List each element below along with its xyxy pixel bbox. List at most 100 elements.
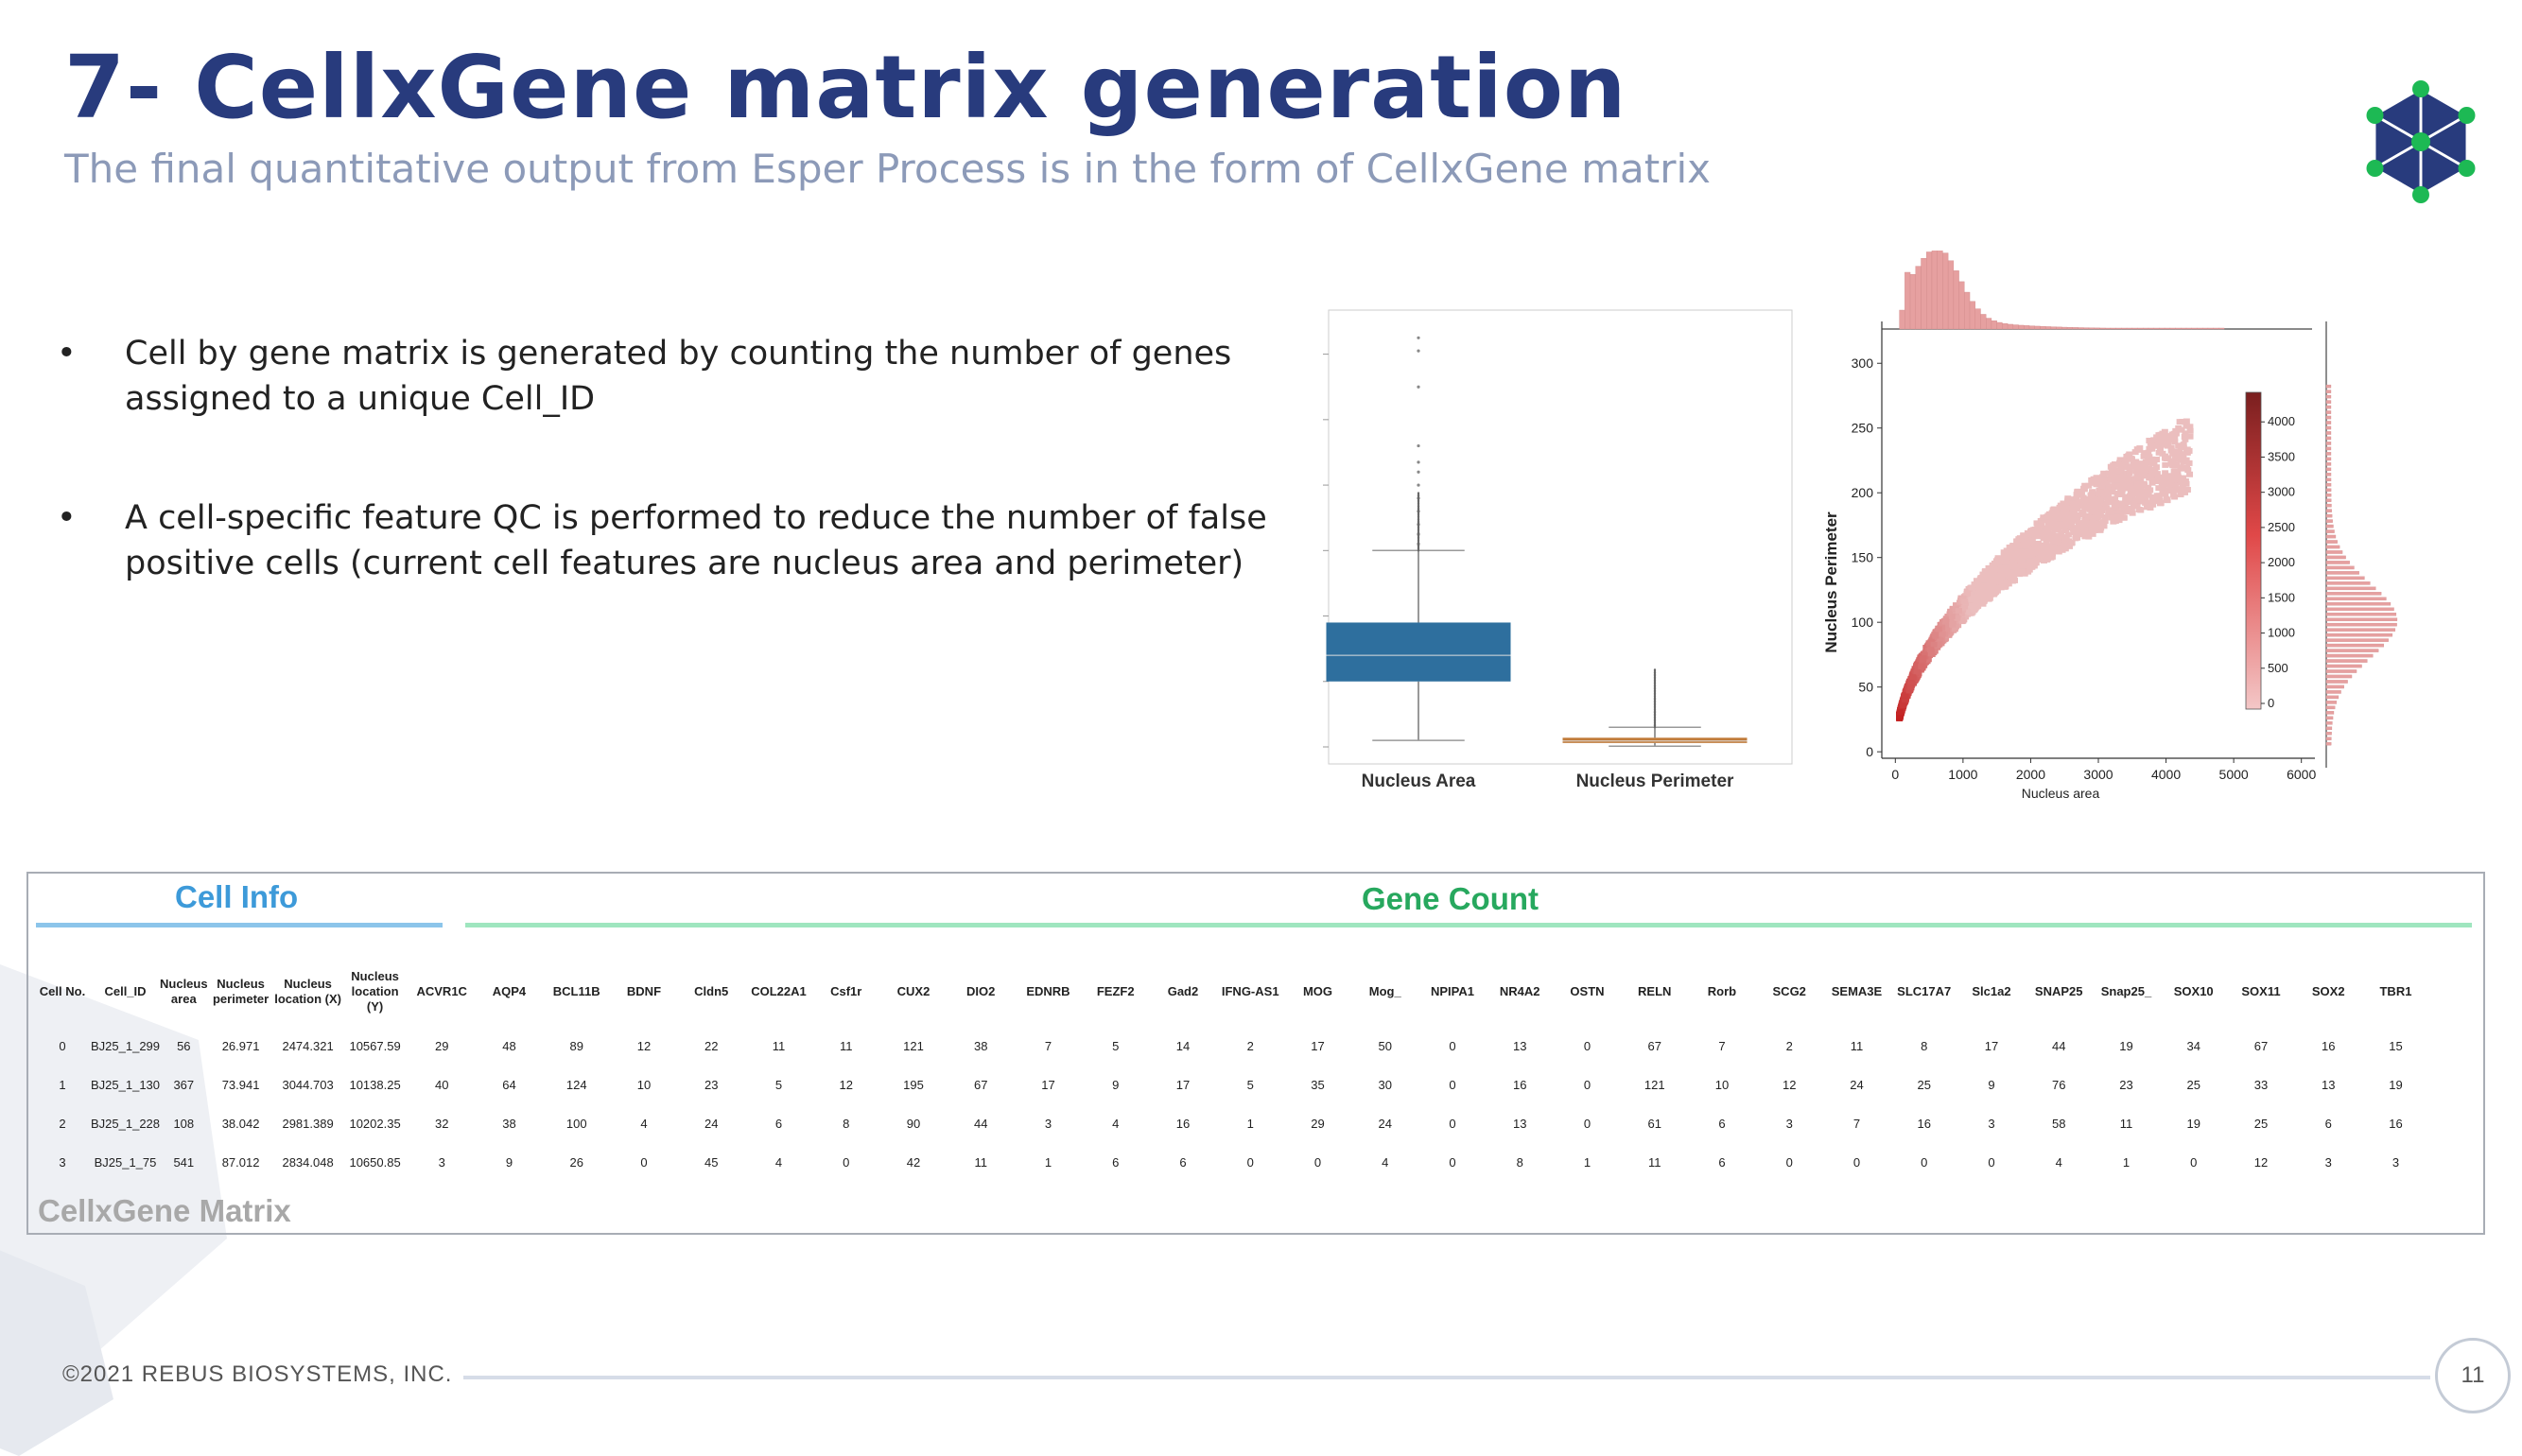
table-cell: 29 [434,1038,449,1053]
table-cell: 38 [973,1038,988,1053]
table-cell: 32 [434,1116,449,1131]
box-outlier [1417,349,1420,353]
hexbin-cell [2101,513,2109,520]
table-cell: 29 [1311,1116,1325,1131]
hexbin-cell [1989,581,1996,588]
box-outlier [1653,668,1657,671]
bullet-marker: • [57,499,77,537]
table-cell: 38.042 [221,1116,260,1131]
table-cell: 35 [1311,1077,1325,1092]
marginal-histogram-bar [2325,685,2344,689]
x-tick-label: 1000 [1948,767,1977,782]
hexbin-cell [2028,538,2036,545]
marginal-histogram-bar [2083,327,2090,330]
marginal-histogram-bar [2325,711,2335,715]
marginal-histogram-bar [2143,327,2149,330]
hexbin-cell [2107,499,2114,506]
table-cell: 44 [973,1116,988,1131]
hexbin-cell [2131,461,2138,468]
hexbin-cell [2028,546,2036,552]
hexbin-cell [2035,540,2043,546]
marginal-histogram-bar [2325,390,2332,393]
hexbin-cell [2183,464,2191,471]
hexbin-cell [2058,529,2065,536]
bullet-item: • Cell by gene matrix is generated by co… [57,331,1286,422]
marginal-histogram-bar [1937,251,1943,330]
table-cell: 541 [173,1154,195,1170]
table-cell: 3 [2324,1154,2332,1170]
hexbin-cell [2171,439,2179,445]
hexbin-cell [2098,483,2106,490]
hexbin-cell [2049,546,2057,553]
hexbin-cell [1945,620,1953,627]
hexbin-cell [2148,445,2156,452]
table-cell: 34 [2186,1038,2200,1053]
table-cell: 0 [843,1154,850,1170]
hexbin-cell [2081,504,2089,511]
hexbin-cell [2087,493,2095,499]
hexbin-cell [2081,517,2089,524]
hexbin-cell [2003,559,2010,565]
hexbin-cell [2161,437,2168,443]
x-tick-label: 0 [1891,767,1899,782]
hexbin-cell [1998,579,2006,585]
hexbin-cell [2113,474,2121,480]
hexbin-cell [2033,546,2041,553]
page-number: 11 [2435,1338,2511,1413]
hexbin-cell [1932,632,1939,638]
marginal-histogram-bar [2325,643,2385,648]
hexbin-cell [2116,491,2124,497]
table-cell: 22 [704,1038,719,1053]
hexbin-cell [2003,570,2010,577]
table-cell: 6 [774,1116,783,1131]
hexbin-cell [2024,551,2031,558]
hexbin-cell [2075,520,2082,527]
hexbin-cell [2081,482,2089,489]
marginal-histogram-bar [2131,327,2138,330]
hexbin-cell [1992,561,1999,567]
hexbin-cell [2142,499,2149,506]
logo-segment [2376,90,2420,140]
marginal-histogram-bar [2325,457,2332,461]
hexbin-cell [2170,468,2178,475]
table-row: 3 BJ25_1_75 541 87.012 2834.048 10650.85 3 9 26 0… [34,1143,2429,1182]
table-cell: 25 [2253,1116,2269,1131]
hexbin-cell [2081,533,2089,540]
hexbin-cell [2051,538,2059,545]
hexbin-cell [2089,489,2096,495]
hexbin-cell [2025,545,2032,551]
colorbar-tick-label: 2500 [2268,520,2295,534]
table-cell: 3 [1988,1116,1995,1131]
hexbin-cell [1996,574,2004,581]
table-cell: 9 [1112,1077,1120,1092]
logo-segment [2422,144,2465,194]
hexbin-cell [2100,492,2108,498]
table-cell: 16 [1512,1077,1527,1092]
marginal-histogram-bar [2325,695,2339,700]
marginal-histogram-bar [2072,327,2078,330]
hexbin-cell [2079,509,2087,515]
table-cell: 73.941 [221,1077,260,1092]
hexbin-cell [1901,692,1908,699]
column-header: EDNRB [1026,984,1070,998]
hexbin-cell [1984,575,1992,581]
hexbin-cell [2085,482,2093,489]
hexbin-cell [2066,522,2074,529]
hexbin-cell [2056,515,2063,522]
hexbin-cell [2126,465,2133,472]
logo-node [2412,186,2429,203]
hexbin-cell [2078,501,2086,508]
hexbin-cell [2168,477,2176,483]
footer-divider [463,1376,2430,1379]
hexbin-cell [2117,461,2125,468]
hexbin-cell [2074,506,2081,512]
table-cell: 2474.321 [282,1038,334,1053]
hexbin-cell [2083,523,2091,529]
hexbin-cell [2167,480,2175,487]
marginal-histogram-bar [2325,716,2334,720]
hexbin-cell [2017,563,2025,569]
hexbin-cell [1927,650,1935,657]
hexbin-cell [2085,533,2093,540]
hexbin-cell [2055,534,2062,541]
y-tick-label: 0 [1866,744,1873,759]
